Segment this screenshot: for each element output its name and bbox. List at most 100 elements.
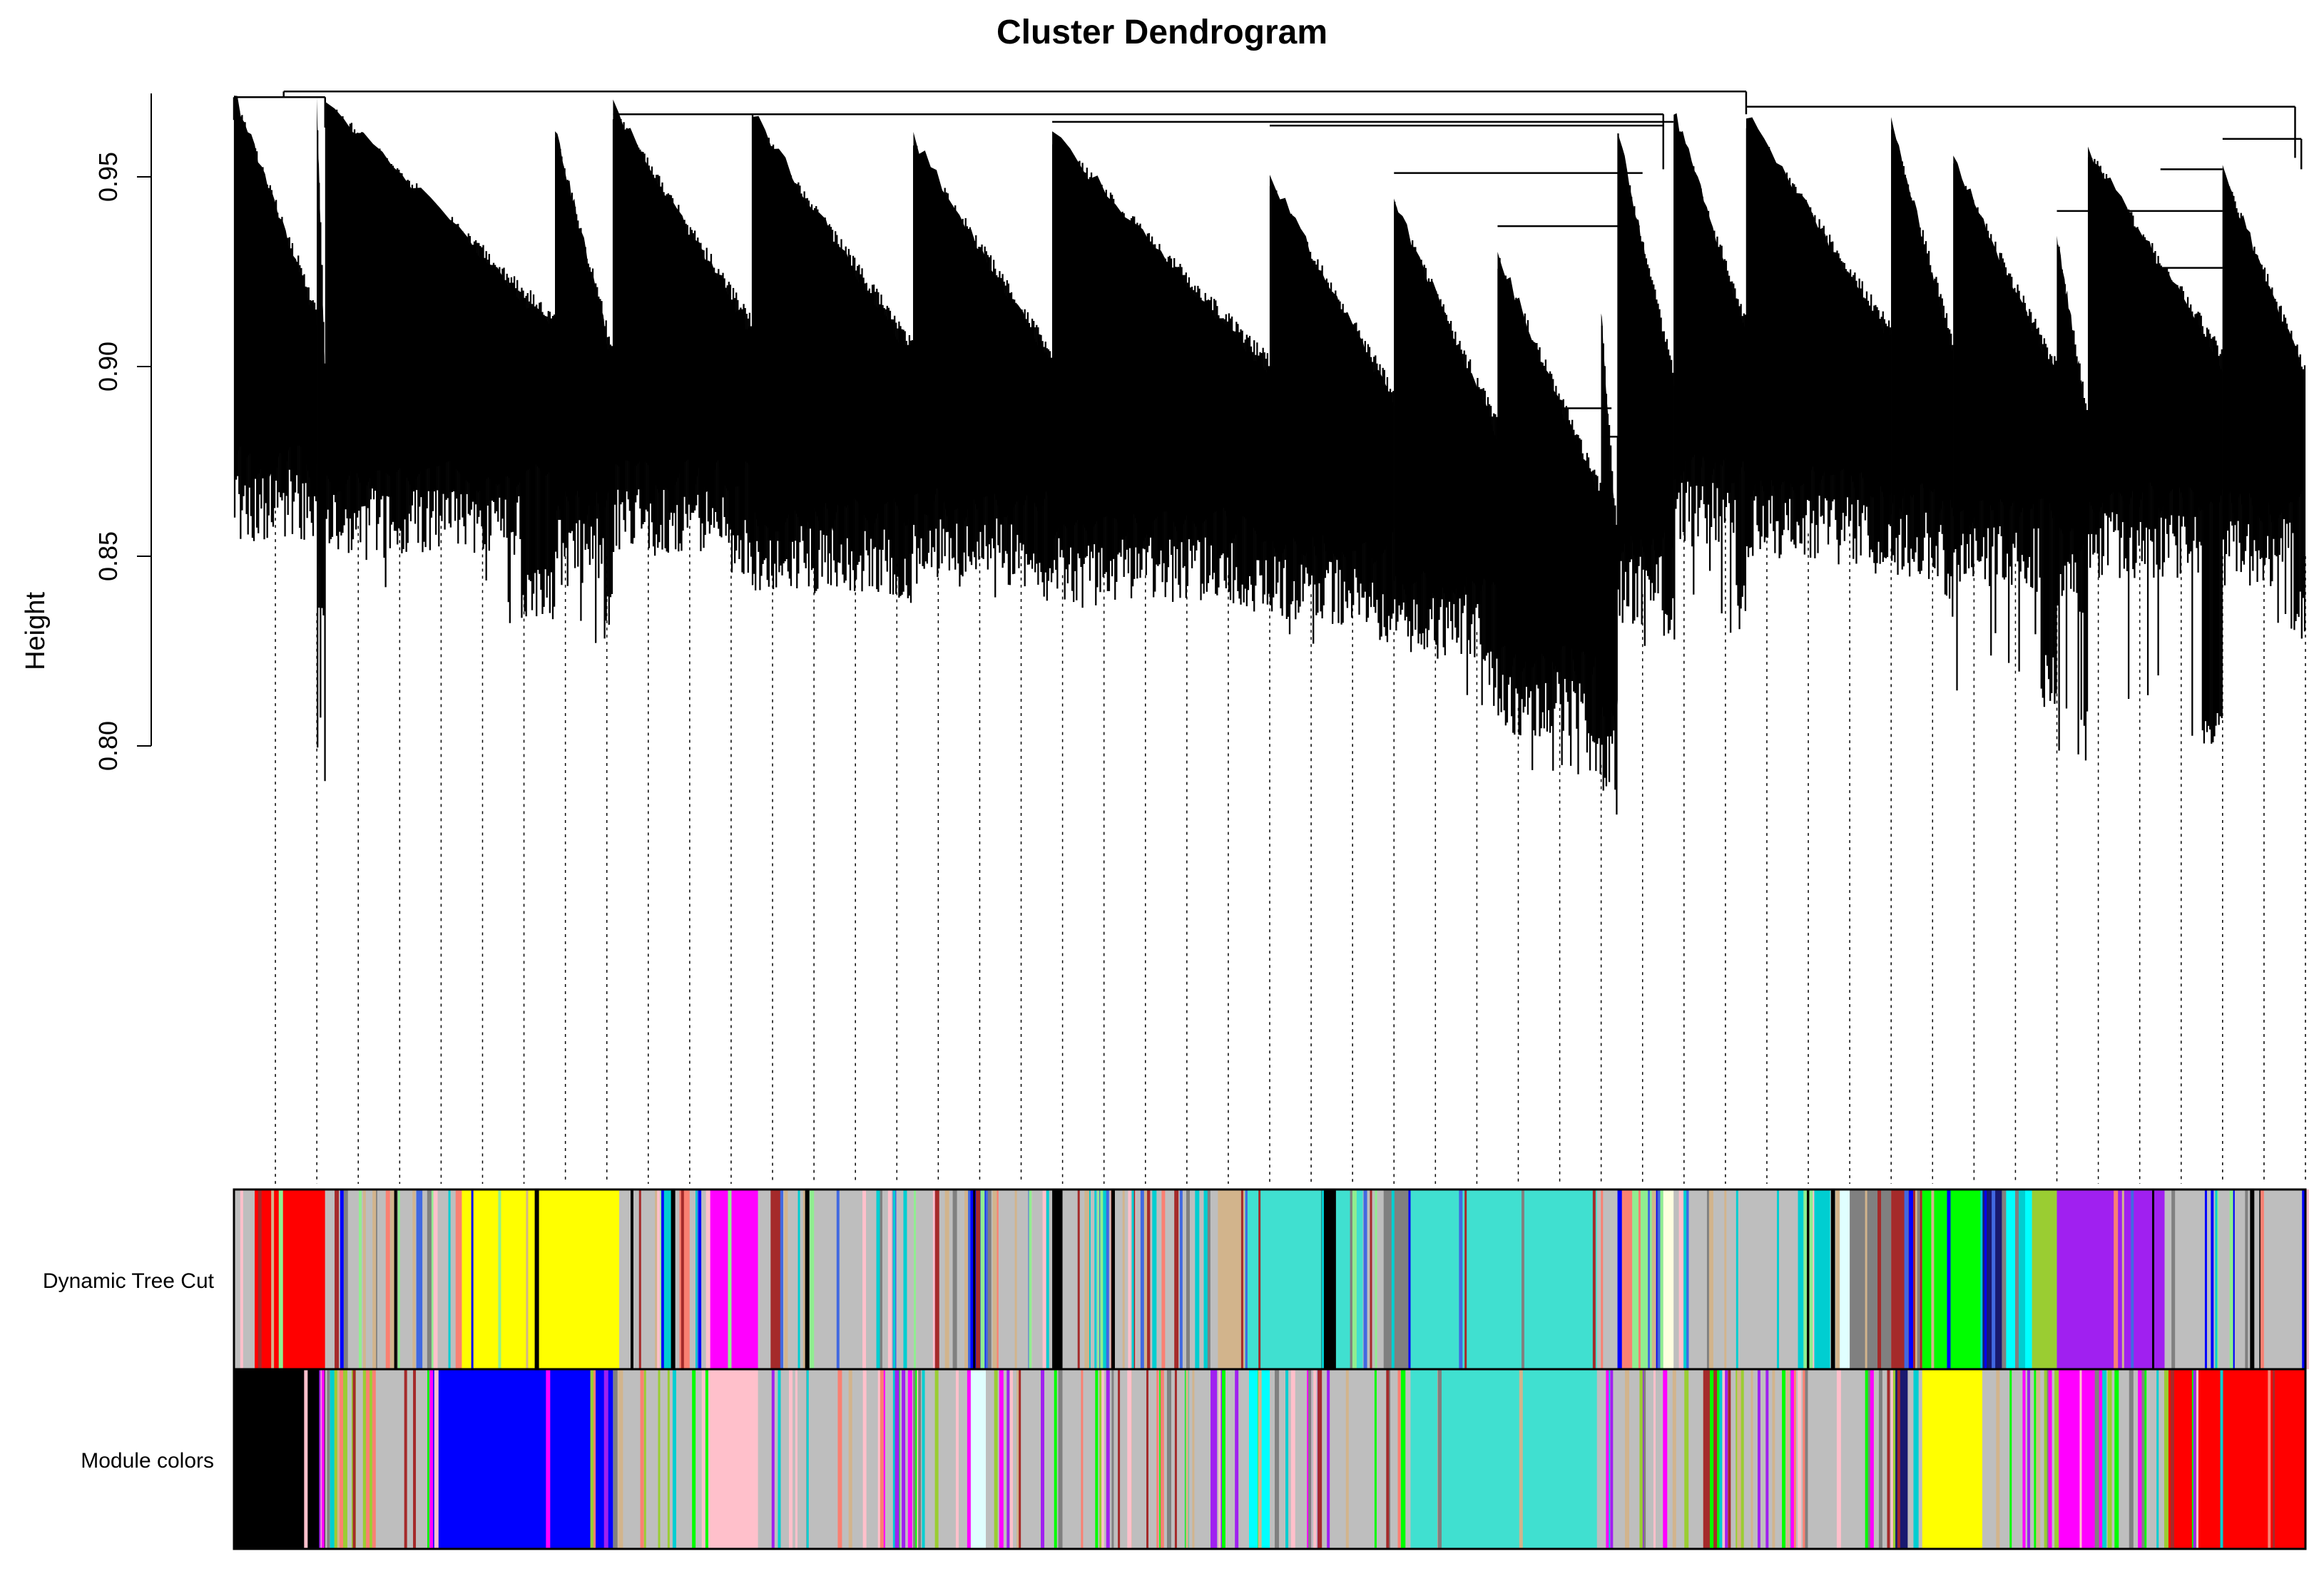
module-stripe	[369, 1369, 372, 1549]
module-stripe	[1836, 1369, 1841, 1549]
module-stripe	[603, 1369, 608, 1549]
module-stripe	[902, 1369, 906, 1549]
module-stripe	[1363, 1189, 1367, 1369]
module-stripe	[1352, 1189, 1357, 1369]
module-stripe	[1106, 1369, 1110, 1549]
module-stripe	[2170, 1369, 2174, 1549]
module-stripe	[1186, 1189, 1191, 1369]
dendrogram-cluster-mass	[325, 101, 556, 496]
module-stripe	[1897, 1369, 1900, 1549]
module-stripe	[1211, 1369, 1215, 1549]
module-stripe	[2015, 1189, 2019, 1369]
module-stripe	[1192, 1369, 1195, 1549]
module-stripe	[728, 1189, 732, 1369]
module-stripe	[1866, 1369, 1871, 1549]
module-stripe	[1870, 1369, 1874, 1549]
module-stripe	[1106, 1189, 1109, 1369]
module-stripe	[1648, 1189, 1651, 1369]
module-segment	[2164, 1189, 2305, 1369]
module-segment	[1596, 1189, 1618, 1369]
module-stripe	[1006, 1369, 1010, 1549]
module-stripe	[1207, 1189, 1211, 1369]
module-stripe	[1218, 1369, 1221, 1549]
module-stripe	[2171, 1189, 2176, 1369]
module-stripe	[372, 1369, 376, 1549]
module-stripe	[1186, 1369, 1189, 1549]
module-stripe	[671, 1189, 676, 1369]
module-stripe	[385, 1189, 390, 1369]
module-stripe	[342, 1369, 347, 1549]
module-stripe	[952, 1189, 957, 1369]
module-segment	[2164, 1369, 2305, 1549]
module-stripe	[362, 1369, 367, 1549]
color-row-1: Module colors	[81, 1368, 2307, 1550]
module-segment	[1383, 1189, 1411, 1369]
module-stripe	[327, 1369, 330, 1549]
module-stripe	[321, 1369, 325, 1549]
module-color-rows: Dynamic Tree Cut Module colors	[43, 1188, 2309, 1550]
module-stripe	[1790, 1369, 1795, 1549]
module-stripe	[2216, 1189, 2218, 1369]
module-stripe	[1890, 1369, 1893, 1549]
module-stripe	[1681, 1189, 1685, 1369]
module-stripe	[319, 1369, 322, 1549]
y-tick-label: 0.90	[93, 342, 123, 392]
module-stripe	[2260, 1189, 2264, 1369]
module-stripe	[240, 1189, 243, 1369]
module-segment	[969, 1369, 987, 1549]
module-stripe	[1750, 1369, 1753, 1549]
module-segment	[1663, 1189, 1674, 1369]
module-stripe	[893, 1189, 896, 1369]
module-stripe	[1521, 1189, 1524, 1369]
module-stripe	[1624, 1369, 1629, 1549]
module-stripe	[892, 1369, 897, 1549]
module-stripe	[2021, 1189, 2026, 1369]
module-stripe	[1809, 1189, 1813, 1369]
module-stripe	[1111, 1369, 1114, 1549]
module-stripe	[1887, 1369, 1890, 1549]
module-segment	[430, 1369, 613, 1549]
module-stripe	[1313, 1369, 1317, 1549]
module-stripe	[1094, 1189, 1097, 1369]
module-stripe	[1374, 1369, 1377, 1549]
module-stripe	[1077, 1189, 1080, 1369]
module-stripe	[1166, 1369, 1171, 1549]
module-stripe	[640, 1369, 644, 1549]
module-segment	[1335, 1189, 1363, 1369]
module-stripe	[2211, 1189, 2214, 1369]
module-stripe	[1041, 1369, 1045, 1549]
module-stripe	[1835, 1189, 1840, 1369]
module-stripe	[661, 1189, 665, 1369]
y-tick-label: 0.85	[93, 531, 123, 581]
module-stripe	[1996, 1369, 2000, 1549]
module-stripe	[397, 1189, 400, 1369]
module-stripe	[2114, 1369, 2119, 1549]
module-stripe	[1143, 1189, 1148, 1369]
module-stripe	[2138, 1369, 2143, 1549]
y-axis-label: Height	[21, 592, 51, 670]
module-stripe	[1877, 1189, 1882, 1369]
module-stripe	[1127, 1369, 1132, 1549]
y-tick-label: 0.80	[93, 721, 123, 771]
module-stripe	[618, 1369, 623, 1549]
module-stripe	[1016, 1369, 1021, 1549]
module-stripe	[1638, 1189, 1641, 1369]
module-stripe	[1111, 1189, 1115, 1369]
module-stripe	[2121, 1189, 2124, 1369]
module-stripe	[2048, 1369, 2052, 1549]
module-stripe	[918, 1369, 922, 1549]
module-stripe	[672, 1369, 676, 1549]
module-stripe	[1146, 1189, 1151, 1369]
module-stripe	[1947, 1189, 1951, 1369]
module-stripe	[1088, 1189, 1091, 1369]
module-stripe	[805, 1189, 810, 1369]
module-stripe	[698, 1189, 702, 1369]
module-stripe	[1322, 1189, 1325, 1369]
module-stripe	[880, 1369, 884, 1549]
module-stripe	[394, 1189, 397, 1369]
module-stripe	[643, 1369, 646, 1549]
module-stripe	[337, 1369, 340, 1549]
module-stripe	[2245, 1189, 2248, 1369]
dendrogram-cluster-mass	[752, 116, 914, 533]
